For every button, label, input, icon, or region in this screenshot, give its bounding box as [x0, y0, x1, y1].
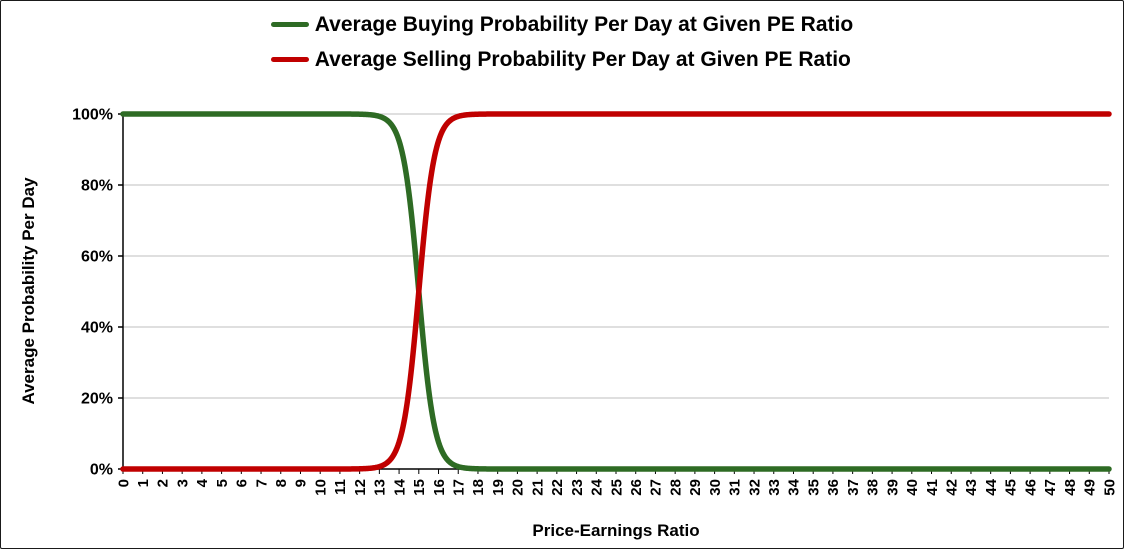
svg-text:80%: 80% — [81, 178, 113, 195]
svg-text:100%: 100% — [72, 107, 113, 124]
svg-text:3: 3 — [174, 479, 191, 487]
svg-text:19: 19 — [490, 479, 507, 496]
svg-text:32: 32 — [746, 479, 763, 496]
svg-text:20%: 20% — [81, 391, 113, 408]
svg-text:12: 12 — [352, 479, 369, 496]
svg-text:43: 43 — [963, 479, 980, 496]
svg-text:27: 27 — [648, 479, 665, 496]
svg-text:33: 33 — [766, 479, 783, 496]
svg-text:2: 2 — [155, 479, 172, 487]
x-axis-title: Price-Earnings Ratio — [532, 521, 700, 540]
svg-text:9: 9 — [293, 479, 310, 487]
svg-text:7: 7 — [253, 479, 270, 487]
svg-text:16: 16 — [431, 479, 448, 496]
svg-text:11: 11 — [332, 479, 349, 495]
svg-text:50: 50 — [1101, 479, 1118, 496]
svg-text:40%: 40% — [81, 320, 113, 337]
svg-text:13: 13 — [372, 479, 389, 496]
svg-text:40: 40 — [904, 479, 921, 496]
svg-text:30: 30 — [707, 479, 724, 496]
svg-text:26: 26 — [628, 479, 645, 496]
svg-text:45: 45 — [1003, 479, 1020, 496]
svg-text:14: 14 — [391, 478, 408, 495]
svg-text:46: 46 — [1022, 479, 1039, 496]
svg-text:6: 6 — [234, 479, 251, 487]
svg-text:31: 31 — [727, 479, 744, 496]
svg-text:15: 15 — [411, 479, 428, 496]
svg-text:0: 0 — [115, 479, 132, 487]
svg-text:4: 4 — [194, 478, 211, 487]
svg-text:10: 10 — [312, 479, 329, 496]
svg-text:34: 34 — [786, 478, 803, 495]
svg-text:47: 47 — [1042, 479, 1059, 496]
svg-text:23: 23 — [569, 479, 586, 496]
svg-text:39: 39 — [884, 479, 901, 496]
svg-text:36: 36 — [825, 479, 842, 496]
svg-text:35: 35 — [805, 479, 822, 496]
svg-text:18: 18 — [470, 479, 487, 496]
svg-text:37: 37 — [845, 479, 862, 496]
svg-text:8: 8 — [273, 479, 290, 487]
svg-text:17: 17 — [450, 479, 467, 496]
svg-text:0%: 0% — [90, 462, 113, 479]
svg-text:48: 48 — [1062, 479, 1079, 496]
svg-text:20: 20 — [510, 479, 527, 496]
svg-text:44: 44 — [983, 478, 1000, 495]
svg-text:25: 25 — [608, 479, 625, 496]
svg-text:24: 24 — [589, 478, 606, 495]
svg-text:5: 5 — [214, 479, 231, 487]
svg-text:49: 49 — [1082, 479, 1099, 496]
svg-text:28: 28 — [667, 479, 684, 496]
svg-text:21: 21 — [529, 479, 546, 496]
svg-text:22: 22 — [549, 479, 566, 496]
svg-text:60%: 60% — [81, 249, 113, 266]
svg-text:41: 41 — [924, 479, 941, 496]
svg-text:42: 42 — [943, 479, 960, 496]
svg-text:29: 29 — [687, 479, 704, 496]
y-axis-title: Average Probability Per Day — [19, 177, 38, 405]
svg-text:38: 38 — [865, 479, 882, 496]
svg-text:1: 1 — [135, 479, 152, 487]
